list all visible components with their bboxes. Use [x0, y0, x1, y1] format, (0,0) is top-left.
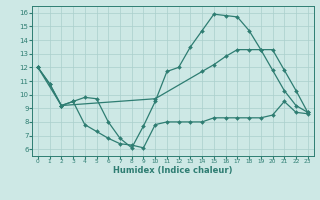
X-axis label: Humidex (Indice chaleur): Humidex (Indice chaleur)	[113, 166, 233, 175]
